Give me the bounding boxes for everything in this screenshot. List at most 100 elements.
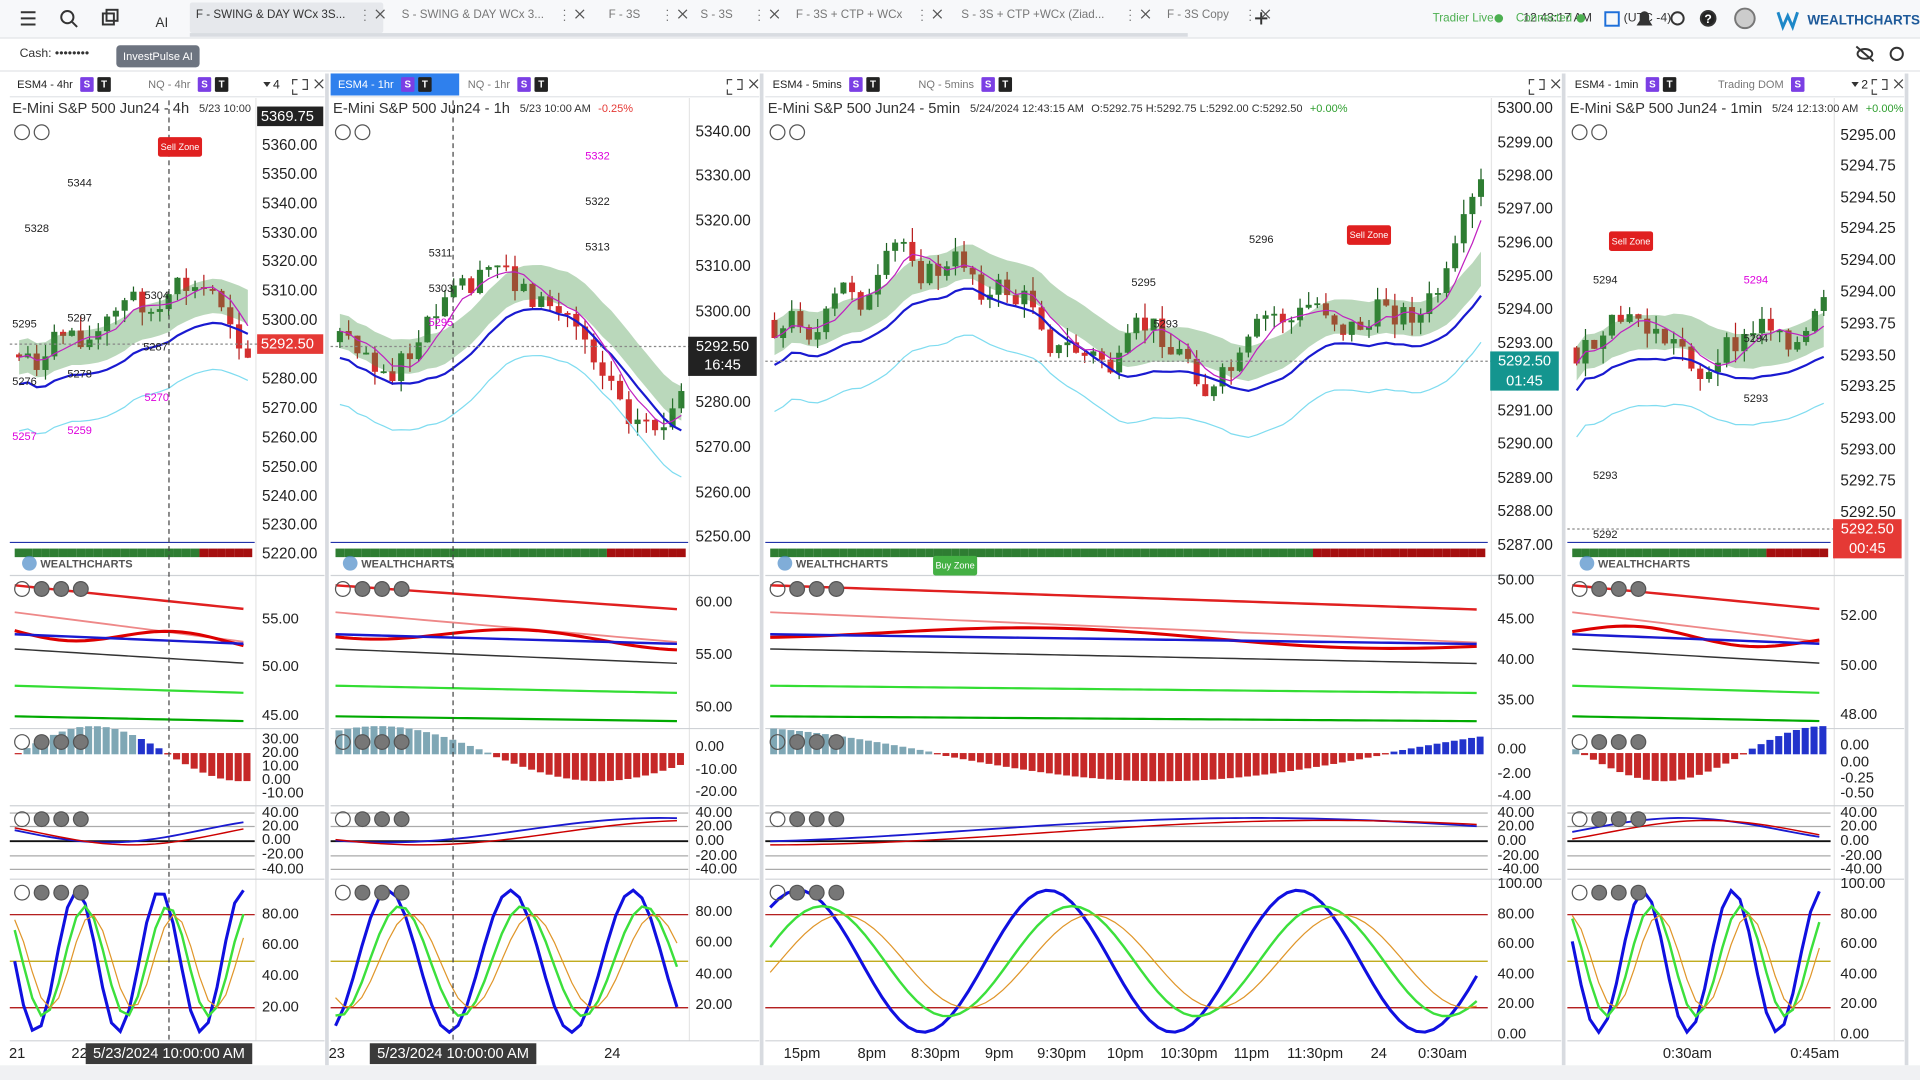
pane-tool[interactable] <box>828 734 845 750</box>
pane-tool[interactable] <box>1591 734 1608 750</box>
pane-tool[interactable] <box>1610 884 1627 901</box>
pane-tool[interactable] <box>33 581 50 597</box>
pane-tool[interactable] <box>393 884 410 901</box>
pane-tool[interactable] <box>33 124 50 141</box>
pane-tool[interactable] <box>14 884 30 901</box>
visibility-icon[interactable] <box>1855 45 1875 62</box>
pane-tool[interactable] <box>334 124 351 141</box>
windows-icon[interactable] <box>101 12 115 26</box>
pane-tool[interactable] <box>72 884 89 901</box>
pane-tool[interactable] <box>769 581 786 597</box>
pane-tool[interactable] <box>14 734 30 750</box>
pane-tool[interactable] <box>53 581 70 597</box>
layout-dropdown[interactable] <box>263 82 271 87</box>
pane-tool[interactable] <box>354 811 371 828</box>
close-panel[interactable] <box>314 79 324 89</box>
maximize-icon[interactable] <box>292 78 308 95</box>
maximize-icon[interactable] <box>1528 78 1545 95</box>
badge[interactable]: T <box>101 80 107 91</box>
settings-icon[interactable] <box>1889 46 1904 61</box>
chart-tab[interactable]: ESM4 - 1min <box>1575 79 1639 91</box>
badge[interactable]: S <box>201 80 208 91</box>
pane-tool[interactable] <box>393 734 410 750</box>
pane-tool[interactable] <box>334 734 351 750</box>
pane-tool[interactable] <box>72 811 89 828</box>
chart-tab[interactable]: ESM4 - 4hr <box>17 79 73 91</box>
pane-tool[interactable] <box>1571 581 1588 597</box>
workspace-tab[interactable]: S - SWING & DAY WCx 3... <box>402 8 544 21</box>
pane-tool[interactable] <box>53 734 70 750</box>
ai-icon[interactable]: AI <box>156 15 169 30</box>
pane-tool[interactable] <box>393 811 410 828</box>
tab-close[interactable] <box>375 9 385 19</box>
tab-close[interactable] <box>769 9 780 19</box>
pane-tool[interactable] <box>334 581 351 597</box>
ai-button[interactable]: InvestPulse AI <box>123 51 193 63</box>
pane-tool[interactable] <box>769 734 786 750</box>
tab-close[interactable] <box>1140 9 1151 19</box>
help-icon[interactable] <box>1699 10 1717 27</box>
badge[interactable]: T <box>538 80 544 91</box>
maximize-icon[interactable] <box>726 78 743 95</box>
tab-close[interactable] <box>575 9 585 19</box>
pane-tool[interactable] <box>1591 581 1608 597</box>
pane-tool[interactable] <box>354 581 371 597</box>
menu-icon[interactable] <box>20 11 36 26</box>
pane-tool[interactable] <box>1571 734 1588 750</box>
pane-tool[interactable] <box>374 581 390 597</box>
avatar[interactable] <box>1734 7 1756 30</box>
chart-tab[interactable]: ESM4 - 5mins <box>773 79 843 91</box>
pane-tool[interactable] <box>1571 811 1588 828</box>
badge[interactable]: S <box>404 80 411 91</box>
pane-tool[interactable] <box>789 124 806 141</box>
pane-tool[interactable] <box>33 734 50 750</box>
maximize-icon[interactable] <box>1871 78 1888 95</box>
pane-tool[interactable] <box>1630 884 1647 901</box>
pane-tool[interactable] <box>828 884 845 901</box>
pane-tool[interactable] <box>72 734 89 750</box>
pane-tool[interactable] <box>1610 734 1627 750</box>
pane-tool[interactable] <box>354 884 371 901</box>
tab-close[interactable] <box>932 9 943 19</box>
chart-tab[interactable]: NQ - 5mins <box>918 79 974 91</box>
pane-tool[interactable] <box>808 581 825 597</box>
pane-tool[interactable] <box>1610 811 1627 828</box>
pane-tool[interactable] <box>374 734 390 750</box>
pane-tool[interactable] <box>14 811 30 828</box>
pane-tool[interactable] <box>1591 884 1608 901</box>
pane-tool[interactable] <box>1571 124 1588 141</box>
workspace-tab[interactable]: F - 3S <box>609 8 641 21</box>
pane-tool[interactable] <box>808 811 825 828</box>
settings-icon[interactable] <box>1670 11 1685 26</box>
badge[interactable]: S <box>1794 80 1801 91</box>
pane-tool[interactable] <box>1571 884 1588 901</box>
badge[interactable]: S <box>84 80 91 91</box>
chart-tab[interactable]: NQ - 4hr <box>148 79 191 91</box>
pane-tool[interactable] <box>354 124 371 141</box>
chart-tab[interactable]: NQ - 1hr <box>468 79 511 91</box>
pane-tool[interactable] <box>808 734 825 750</box>
pane-tool[interactable] <box>769 884 786 901</box>
pane-tool[interactable] <box>334 884 351 901</box>
workspace-tab[interactable]: F - 3S + CTP + WCx <box>796 8 903 21</box>
badge[interactable]: T <box>422 80 428 91</box>
workspace-tab[interactable]: S - 3S + CTP +WCx (Ziad... <box>961 8 1104 21</box>
pane-tool[interactable] <box>1591 811 1608 828</box>
pane-tool[interactable] <box>53 884 70 901</box>
layout-count[interactable]: 2 <box>1861 77 1868 91</box>
badge[interactable]: S <box>985 80 992 91</box>
pane-tool[interactable] <box>1630 734 1647 750</box>
layout-count[interactable]: 4 <box>273 77 280 91</box>
chart-tab[interactable]: Trading DOM <box>1718 79 1784 91</box>
pane-tool[interactable] <box>393 581 410 597</box>
pane-tool[interactable] <box>374 811 390 828</box>
pane-tool[interactable] <box>33 884 50 901</box>
pane-tool[interactable] <box>53 811 70 828</box>
pane-tool[interactable] <box>769 124 786 141</box>
close-panel[interactable] <box>748 79 759 89</box>
pane-tool[interactable] <box>828 581 845 597</box>
pane-tool[interactable] <box>808 884 825 901</box>
badge[interactable]: T <box>219 80 225 91</box>
badge[interactable]: S <box>521 80 528 91</box>
add-tab[interactable] <box>1255 12 1268 25</box>
